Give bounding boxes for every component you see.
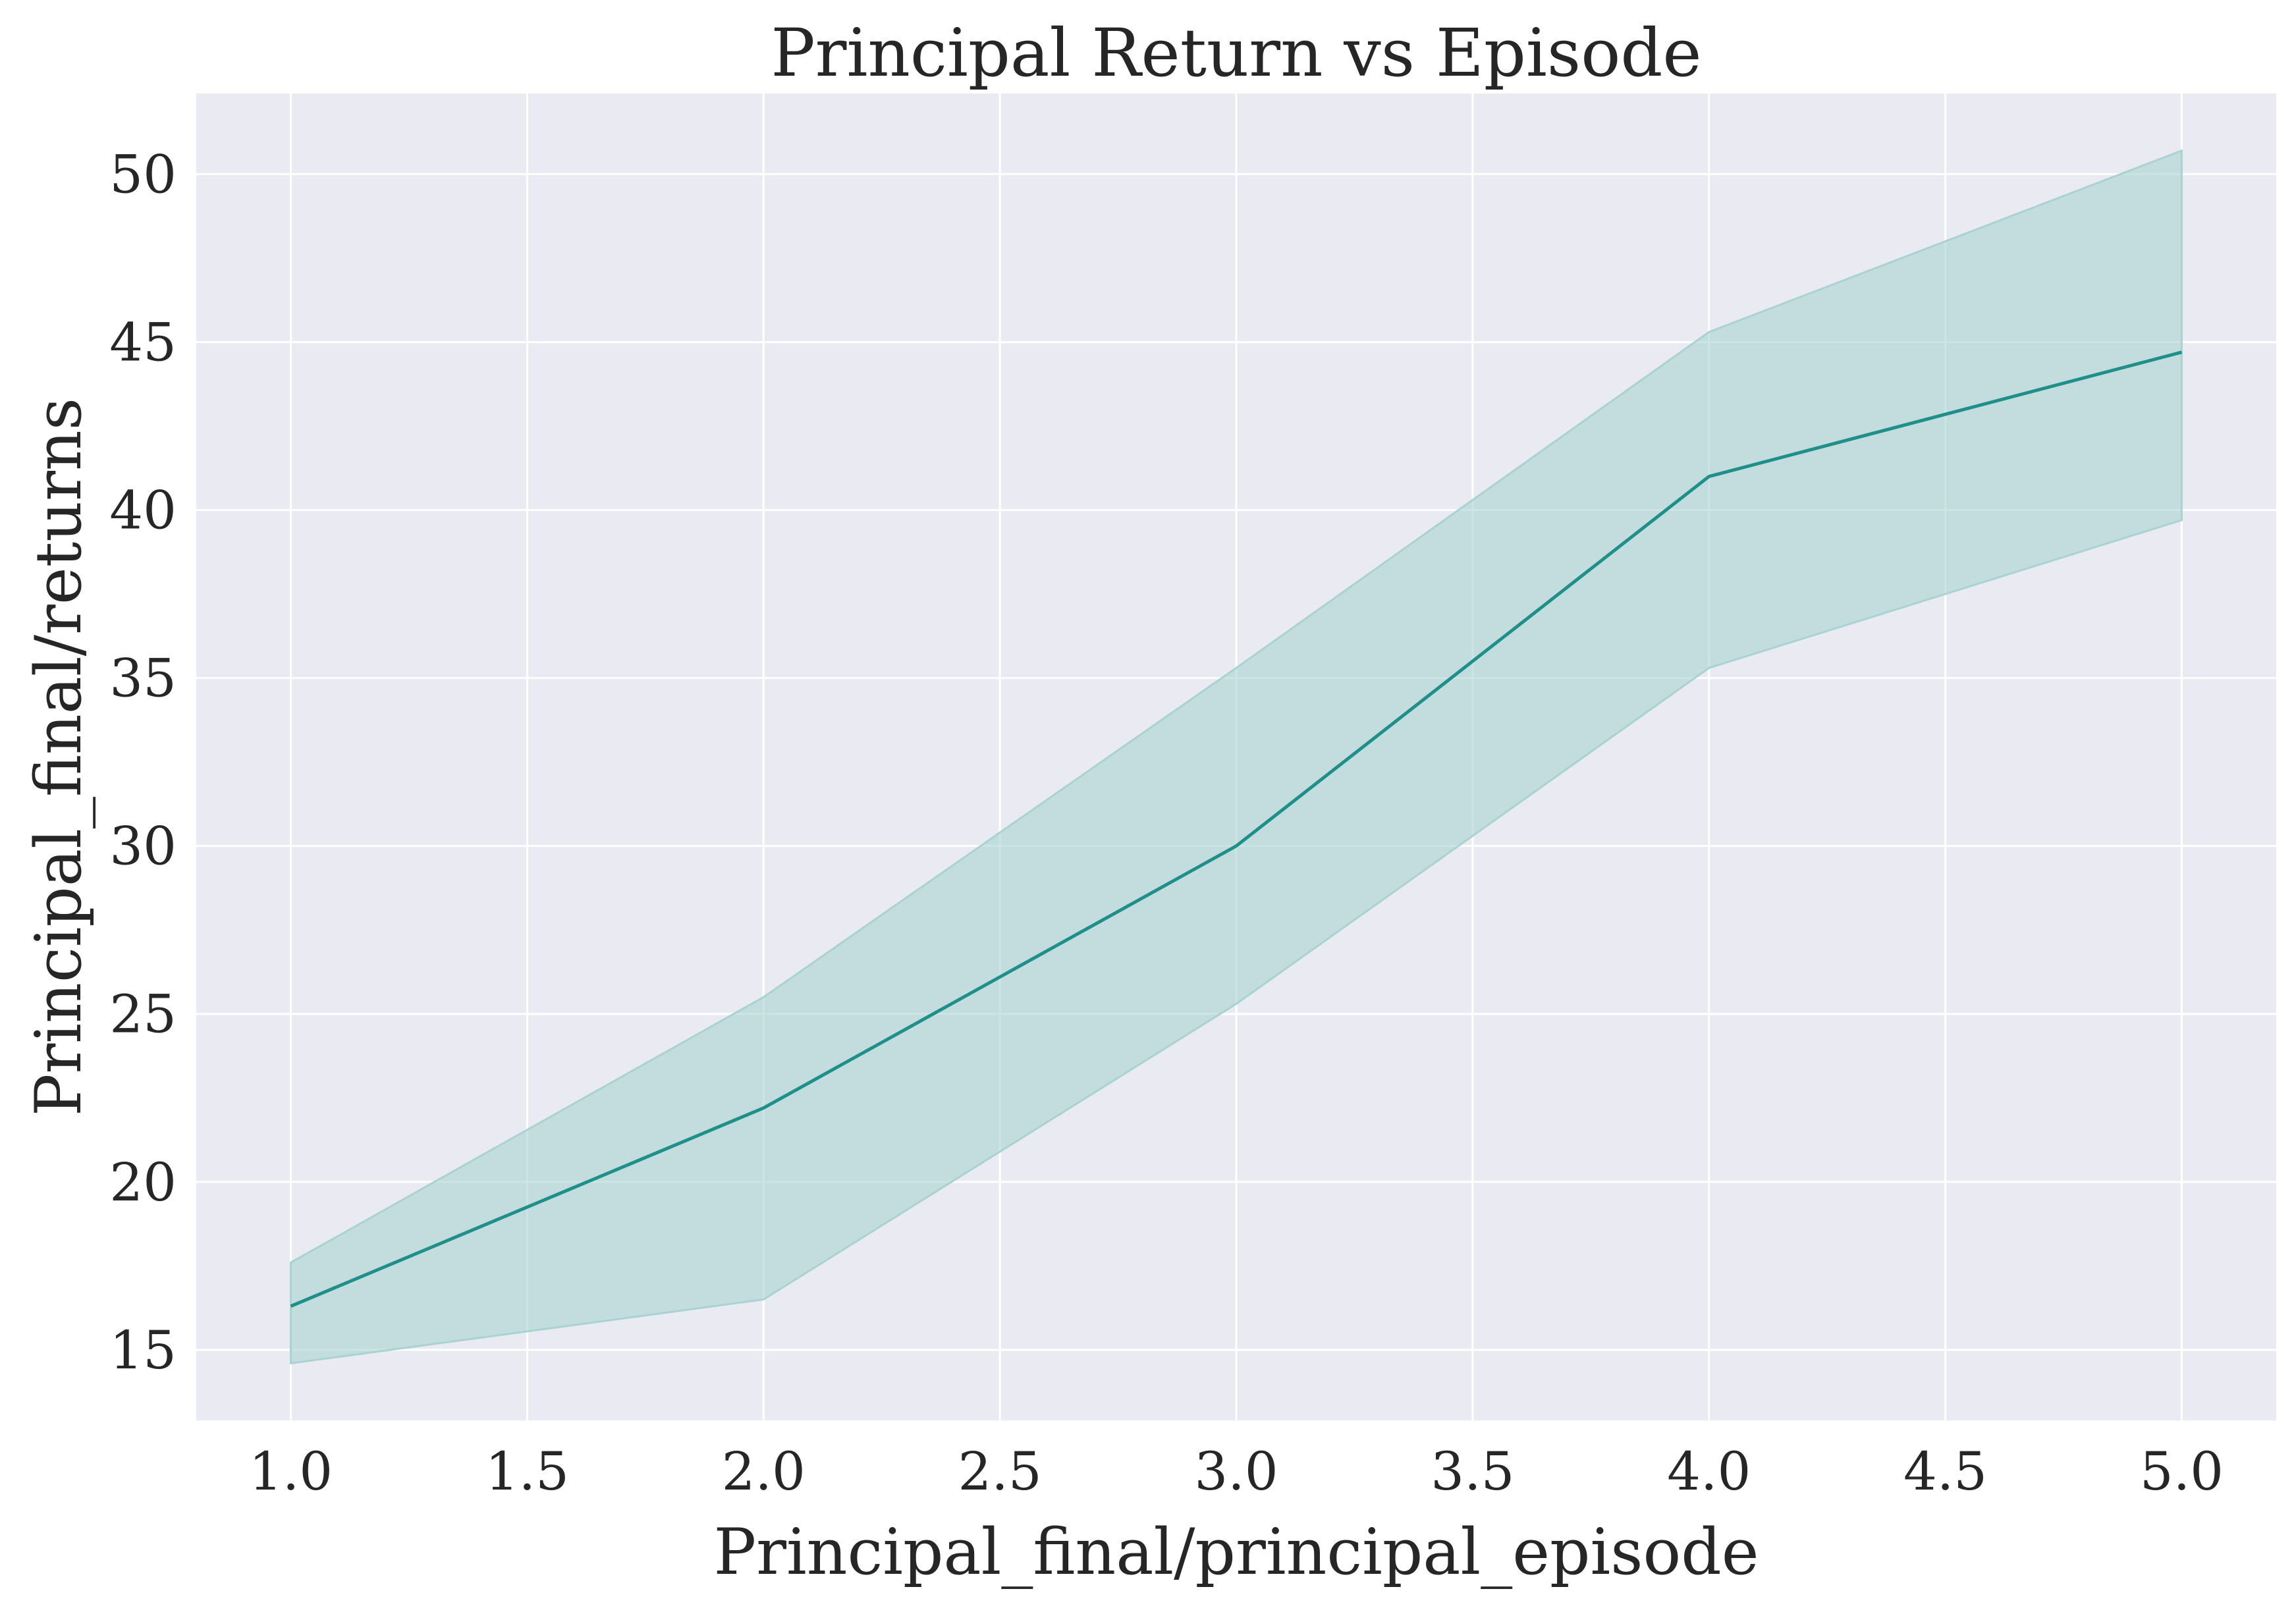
y-tick-label: 15 xyxy=(109,1320,177,1381)
y-tick-label: 25 xyxy=(109,984,177,1045)
x-tick-label: 3.0 xyxy=(1194,1441,1278,1502)
x-tick-label: 1.0 xyxy=(249,1441,333,1502)
series-lines xyxy=(290,350,2183,1308)
y-tick-label: 40 xyxy=(109,480,177,541)
y-tick-label: 35 xyxy=(109,648,177,709)
y-tick-label: 30 xyxy=(109,816,177,877)
x-axis-label: Principal_final/principal_episode xyxy=(713,1515,1759,1589)
x-tick-label: 4.5 xyxy=(1903,1441,1987,1502)
x-tick-label: 2.0 xyxy=(722,1441,806,1502)
y-axis-label: Principal_final/returns xyxy=(22,398,96,1116)
confidence-band xyxy=(290,149,2183,1364)
y-tick-label: 20 xyxy=(109,1152,177,1213)
x-tick-label: 1.5 xyxy=(485,1441,569,1502)
chart-title: Principal Return vs Episode xyxy=(771,14,1701,92)
y-tick-label: 50 xyxy=(109,144,177,205)
x-tick-label: 4.0 xyxy=(1667,1441,1751,1502)
x-tick-label: 5.0 xyxy=(2140,1441,2224,1502)
x-tick-label: 2.5 xyxy=(958,1441,1042,1502)
x-tick-labels: 1.0 1.5 2.0 2.5 3.0 3.5 4.0 4.5 5.0 xyxy=(249,1441,2224,1502)
confidence-bands xyxy=(290,149,2183,1364)
y-tick-labels: 15 20 25 30 35 40 45 50 xyxy=(109,144,177,1380)
x-tick-label: 3.5 xyxy=(1431,1441,1514,1502)
y-tick-label: 45 xyxy=(109,311,177,373)
